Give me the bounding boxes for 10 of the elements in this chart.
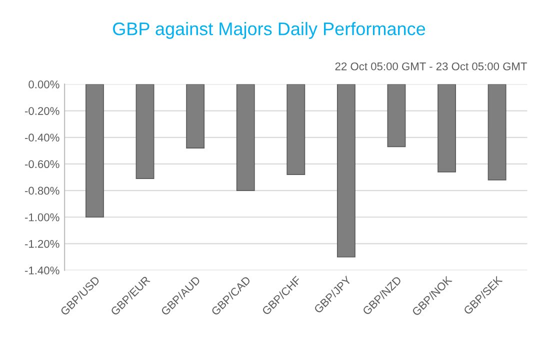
y-tick-label: -0.40% <box>24 134 60 142</box>
y-tick-label: -1.40% <box>24 266 60 274</box>
y-tick-label: -0.20% <box>24 107 60 115</box>
y-tick-label: 0.00% <box>28 80 60 88</box>
y-tick-label: -0.80% <box>24 186 60 195</box>
y-tick-label: -0.60% <box>24 160 60 168</box>
y-tick-label: -1.00% <box>24 213 60 222</box>
chart-subtitle: 22 Oct 05:00 GMT - 23 Oct 05:00 GMT <box>335 62 527 70</box>
y-tick-label: -1.20% <box>24 240 60 248</box>
chart-title: GBP against Majors Daily Performance <box>113 22 426 39</box>
